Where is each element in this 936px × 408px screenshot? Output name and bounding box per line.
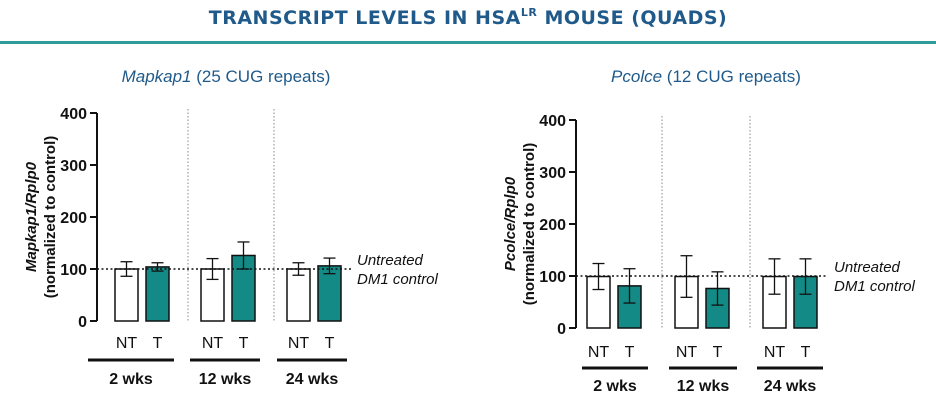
category-label: NT: [288, 335, 310, 352]
page-title-superscript: LR: [520, 6, 538, 19]
chart-title: Pcolce (12 CUG repeats): [611, 67, 801, 86]
reference-label-line1: Untreated: [834, 259, 901, 276]
category-label: T: [325, 335, 335, 352]
category-label: T: [713, 344, 723, 361]
page-title: TRANSCRIPT LEVELS IN HSALR MOUSE (QUADS): [0, 6, 936, 29]
y-tick-label: 200: [60, 210, 87, 227]
chart-title-gene: Mapkap1: [122, 67, 192, 86]
header-divider: [0, 41, 936, 44]
reference-label-line1: Untreated: [357, 252, 424, 269]
group-label: 24 wks: [764, 378, 817, 395]
y-tick-label: 0: [78, 314, 87, 331]
chart-1: Mapkap1 (25 CUG repeats) Mapkap1/Rplp0 (no…: [23, 67, 439, 388]
y-axis-label-ratio: Mapkap1/Rplp0: [23, 161, 40, 272]
y-tick-label: 400: [539, 113, 566, 130]
reference-label: Untreated DM1 control: [834, 259, 916, 295]
chart-title-detail: (25 CUG repeats): [192, 67, 331, 86]
chart-title: Mapkap1 (25 CUG repeats): [122, 67, 331, 86]
category-label: NT: [116, 335, 138, 352]
y-axis-label: Mapkap1/Rplp0 (normalized to control): [23, 136, 59, 299]
chart-title-detail: (12 CUG repeats): [662, 67, 801, 86]
group-label: 24 wks: [286, 371, 339, 388]
group-label: 12 wks: [199, 371, 252, 388]
y-axis-label-normalized: (normalized to control): [521, 143, 538, 306]
category-label: T: [239, 335, 249, 352]
y-axis-label-normalized: (normalized to control): [42, 136, 59, 299]
reference-label: Untreated DM1 control: [357, 252, 439, 288]
bar-nt: [286, 268, 311, 322]
y-axis-label-ratio: Pcolce/Rplp0: [502, 176, 519, 271]
chart-2: Pcolce (12 CUG repeats) Pcolce/Rplp0 (norm…: [502, 67, 916, 395]
category-label: NT: [676, 344, 698, 361]
category-label: NT: [588, 344, 610, 361]
bar-t: [145, 266, 170, 322]
category-label: T: [153, 335, 163, 352]
group-label: 2 wks: [109, 371, 153, 388]
page-title-main: TRANSCRIPT LEVELS IN HSA: [208, 7, 521, 29]
chart-title-gene: Pcolce: [611, 67, 662, 86]
category-label: NT: [764, 344, 786, 361]
y-tick-label: 100: [60, 262, 87, 279]
group-label: 2 wks: [593, 378, 637, 395]
y-tick-label: 400: [60, 106, 87, 123]
category-label: T: [625, 344, 635, 361]
category-label: T: [801, 344, 811, 361]
y-axis-label: Pcolce/Rplp0 (normalized to control): [502, 143, 538, 306]
reference-label-line2: DM1 control: [834, 278, 916, 295]
group-label: 12 wks: [677, 378, 730, 395]
page-title-suffix: MOUSE (QUADS): [537, 7, 728, 29]
category-label: NT: [202, 335, 224, 352]
y-tick-label: 0: [557, 321, 566, 338]
y-tick-label: 100: [539, 269, 566, 286]
reference-label-line2: DM1 control: [357, 271, 439, 288]
y-tick-label: 200: [539, 217, 566, 234]
y-tick-label: 300: [60, 158, 87, 175]
y-tick-label: 300: [539, 165, 566, 182]
